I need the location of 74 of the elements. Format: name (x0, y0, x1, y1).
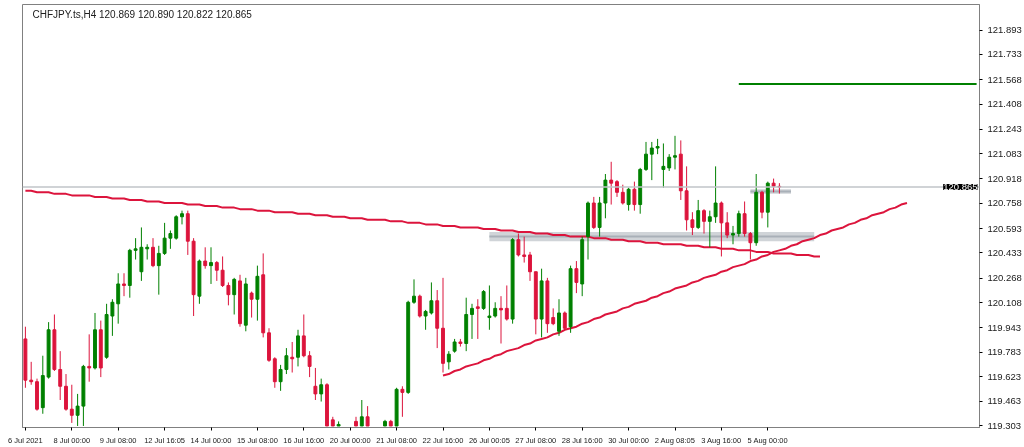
candlestick (499, 295, 503, 345)
candlestick (702, 208, 706, 235)
candlestick (574, 260, 579, 294)
candlestick (760, 190, 764, 219)
candlestick (64, 373, 68, 412)
y-tick-label: 120.268 (987, 272, 1022, 284)
candlestick (475, 298, 480, 340)
candlestick (203, 246, 208, 270)
candlestick (481, 289, 486, 311)
y-tick-label: 121.733 (987, 48, 1022, 60)
candlestick (487, 284, 492, 331)
chart-title: CHFJPY.ts,H4 120.869 120.890 120.822 120.865 (32, 8, 253, 20)
candlestick (87, 333, 92, 383)
y-tick-label: 119.303 (987, 419, 1022, 431)
candlestick (365, 405, 370, 427)
candlestick (446, 350, 451, 370)
candlestick (649, 141, 654, 181)
candlestick (731, 225, 735, 245)
candlestick (307, 350, 312, 378)
candlestick (626, 187, 631, 212)
candlestick (603, 173, 608, 219)
candlestick (696, 199, 701, 230)
candlestick (156, 245, 161, 296)
candlestick (562, 310, 567, 331)
y-tick-label: 120.918 (987, 172, 1022, 184)
candlestick (522, 236, 527, 264)
candlestick (417, 294, 422, 319)
candlestick (690, 211, 695, 236)
candlestick (249, 291, 254, 319)
candlestick (673, 135, 677, 170)
candlestick (168, 230, 173, 250)
y-tick-label: 121.568 (987, 73, 1022, 85)
candlestick (180, 210, 184, 225)
candlestick (470, 303, 474, 340)
y-tick-label: 120.758 (987, 197, 1022, 209)
candlestick (75, 393, 80, 427)
candlestick (296, 329, 300, 367)
candlestick (557, 298, 561, 337)
y-tick-label: 120.433 (987, 246, 1022, 258)
candlestick (644, 141, 648, 172)
candlestick (301, 314, 306, 358)
candlestick (122, 272, 126, 297)
candlestick (736, 210, 741, 238)
y-tick-label: 121.408 (987, 98, 1022, 110)
candlestick (272, 356, 277, 389)
y-tick-label: 120.108 (987, 296, 1022, 308)
y-tick-label: 119.623 (987, 370, 1022, 382)
candlestick (319, 378, 324, 403)
candlestick (162, 222, 167, 256)
candlestick (255, 265, 260, 322)
candlestick (632, 181, 637, 212)
candlestick (620, 184, 625, 206)
candlestick (232, 277, 237, 315)
candlestick (214, 260, 219, 282)
candlestick (69, 384, 74, 424)
candlestick (504, 284, 509, 322)
candlestick (609, 161, 614, 206)
candlestick (412, 278, 416, 305)
y-tick-label: 119.783 (987, 346, 1022, 358)
candlestick (174, 214, 179, 241)
candlestick (359, 399, 364, 427)
y-tick-label: 121.083 (987, 147, 1022, 159)
y-tick-label: 119.463 (987, 395, 1022, 407)
y-tick-label: 119.943 (987, 321, 1022, 333)
candlestick (58, 350, 63, 401)
y-tick-label: 121.893 (987, 24, 1022, 35)
y-tick-label: 120.593 (987, 222, 1022, 234)
candlestick (400, 385, 405, 418)
candlestick (209, 246, 213, 285)
ref-line-label: 120.865 (943, 180, 978, 192)
candlestick (313, 367, 318, 401)
y-tick-label: 121.243 (987, 123, 1022, 135)
candlestick (528, 251, 532, 282)
candlestick (151, 237, 155, 268)
